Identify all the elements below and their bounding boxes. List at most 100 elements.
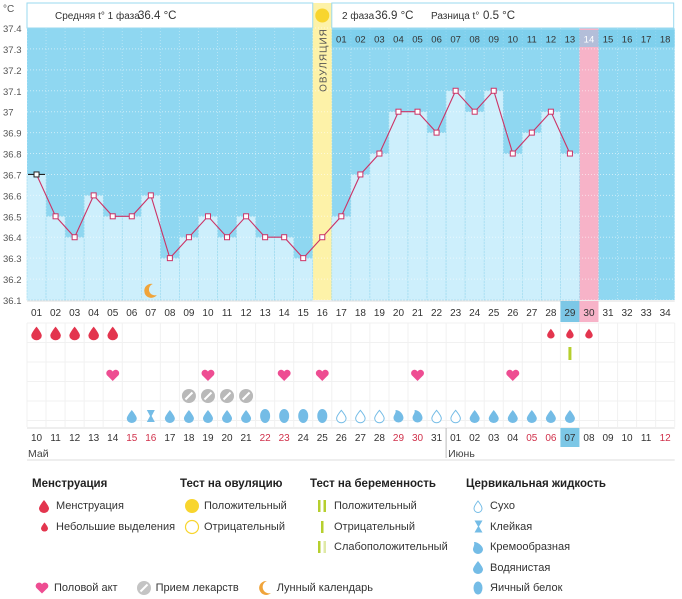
- spotting-drop-icon: [566, 328, 574, 339]
- legend-pregnancy-test: Тест на беременность Положительный Отриц…: [310, 478, 448, 558]
- diff-value: 0.5 °C: [483, 10, 515, 22]
- ovulation-test-positive-icon: [315, 8, 330, 23]
- legend-label: Положительный: [334, 500, 417, 513]
- temperature-point: [243, 213, 250, 220]
- legend-item-medicine: Прием лекарств: [132, 578, 239, 599]
- calendar-date-label: 20: [221, 433, 233, 444]
- legend-cervical-title: Цервикальная жидкость: [466, 478, 606, 490]
- double-bar-weak-icon: [310, 540, 334, 554]
- legend-item-moon: Лунный календарь: [253, 578, 373, 599]
- fluid-watery-icon: [564, 410, 575, 423]
- calendar-date-label: 12: [69, 433, 81, 444]
- pill-stripe: [184, 391, 194, 401]
- fluid-creamy-icon: [412, 410, 423, 423]
- phase2-day-label: 11: [527, 35, 537, 46]
- legend-label: Кремообразная: [490, 541, 571, 554]
- fluid-dry-icon: [355, 409, 366, 424]
- calendar-date-label: 01: [450, 433, 462, 444]
- calendar-date-label: 04: [507, 433, 519, 444]
- cycle-day-label: 15: [298, 308, 310, 319]
- temperature-bar: [179, 236, 199, 301]
- temperature-point: [376, 150, 383, 157]
- calendar-date-label: 19: [202, 433, 214, 444]
- fluid-sticky-icon: [146, 410, 155, 422]
- temperature-point: [509, 150, 516, 157]
- intercourse-heart-icon: [106, 369, 120, 381]
- hourglass-icon: [466, 520, 490, 533]
- calendar-date-label: 07: [564, 433, 576, 444]
- cycle-day-label: 31: [602, 308, 614, 319]
- egg-drop-icon: [466, 581, 490, 595]
- legend-label: Лунный календарь: [276, 582, 373, 595]
- temperature-bar: [369, 153, 390, 301]
- cycle-day-label: 32: [622, 308, 634, 319]
- spotting-drop-icon: [547, 328, 555, 339]
- phase2-day-label: 01: [336, 35, 347, 46]
- fluid-watery-icon: [488, 410, 499, 423]
- cycle-day-label: 04: [88, 308, 100, 319]
- legend-label: Клейкая: [490, 520, 533, 533]
- legend-label: Прием лекарств: [155, 582, 239, 595]
- temperature-point: [395, 108, 402, 115]
- legend-item-spotting: Небольшие выделения: [32, 517, 175, 538]
- cycle-day-label: 16: [317, 308, 329, 319]
- temperature-point: [262, 234, 269, 241]
- cycle-day-label: 08: [164, 308, 176, 319]
- expected-period-column: [579, 10, 599, 300]
- cycle-day-label: 11: [222, 308, 233, 319]
- fluid-watery-icon: [126, 410, 137, 423]
- cycle-day-label: 18: [355, 308, 367, 319]
- menstruation-drop-icon: [50, 326, 61, 341]
- cycle-day-label: 10: [202, 308, 214, 319]
- temperature-bar: [331, 216, 352, 301]
- fluid-watery-icon: [507, 410, 518, 424]
- cycle-day-label: 24: [469, 308, 481, 319]
- calendar-date-label: 15: [126, 433, 138, 444]
- pill-stripe: [241, 391, 251, 401]
- calendar-date-label: 28: [374, 433, 386, 444]
- fluid-watery-icon: [164, 410, 175, 423]
- fluid-watery-icon: [526, 410, 537, 423]
- temperature-point: [547, 108, 554, 115]
- legend-item-dry: Сухо: [466, 496, 606, 517]
- temperature-point: [471, 108, 478, 115]
- y-tick-label: 37.4: [3, 24, 22, 35]
- legend-label: Сухо: [490, 500, 515, 513]
- spotting-drop-icon: [585, 328, 593, 339]
- temperature-point: [224, 234, 231, 241]
- diff-label: Разница t°: [431, 11, 479, 22]
- temperature-point: [71, 234, 78, 241]
- intercourse-heart-icon: [506, 369, 520, 381]
- legend-label: Отрицательный: [334, 520, 415, 533]
- header-phase2-box: [331, 2, 675, 29]
- temperature-point: [528, 129, 535, 136]
- phase2-day-label: 14: [584, 35, 595, 46]
- legend-item-preg-weak: Слабоположительный: [310, 537, 448, 558]
- intercourse-heart-icon: [201, 369, 215, 381]
- moon-icon: [144, 283, 157, 298]
- phase2-day-label: 06: [431, 35, 442, 46]
- drop-outline-icon: [466, 499, 490, 513]
- cycle-day-label: 29: [564, 308, 576, 319]
- calendar-date-label: 29: [393, 433, 405, 444]
- cycle-day-label: 17: [336, 308, 348, 319]
- calendar-date-label: 23: [279, 433, 291, 444]
- calendar-date-label: 31: [431, 433, 443, 444]
- legend-menstruation-title: Менструация: [32, 478, 108, 490]
- menstruation-drop-icon: [69, 326, 80, 341]
- heart-icon: [30, 582, 54, 594]
- phase2-day-label: 05: [412, 35, 423, 46]
- legend-label: Половой акт: [54, 582, 118, 595]
- temperature-point: [338, 213, 345, 220]
- temperature-point: [166, 255, 173, 262]
- drop-blue-icon: [466, 561, 490, 575]
- cycle-day-label: 25: [488, 308, 500, 319]
- temperature-point: [319, 234, 326, 241]
- cycle-day-label: 12: [241, 308, 253, 319]
- calendar-date-label: 25: [317, 433, 329, 444]
- legend-label: Отрицательный: [204, 520, 285, 533]
- fluid-dry-icon: [336, 409, 347, 424]
- ovulation-label: ОВУЛЯЦИЯ: [318, 28, 329, 92]
- temperature-bar: [407, 111, 428, 301]
- drop-small-red-icon: [32, 522, 56, 532]
